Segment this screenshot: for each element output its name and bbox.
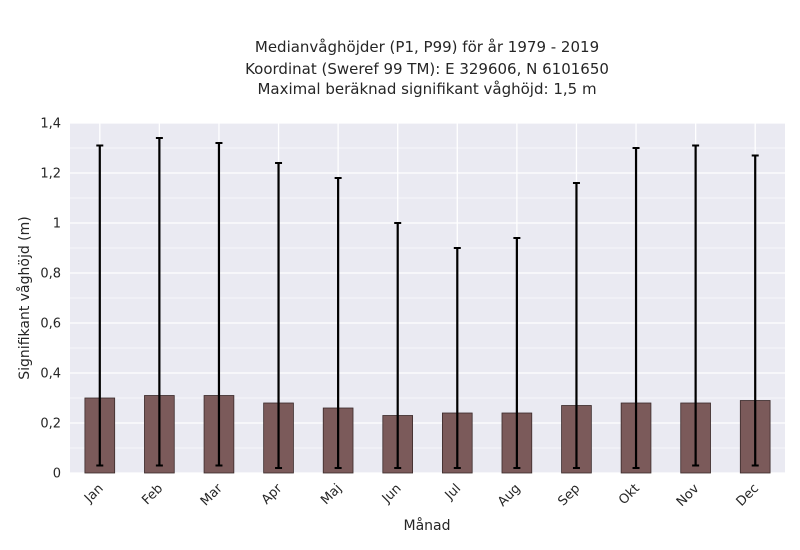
x-axis-label: Månad bbox=[404, 517, 451, 534]
x-tick-label-jan: Jan bbox=[81, 481, 106, 506]
x-tick-label-maj: Maj bbox=[318, 481, 345, 508]
y-tick-label: 0,8 bbox=[40, 267, 61, 282]
x-tick-label-jul: Jul bbox=[442, 481, 464, 503]
x-axis-ticks: Jan Feb Mar Apr Maj Jun Jul Aug Sep Okt Nov Dec bbox=[81, 481, 762, 510]
chart-title-line-3: Maximal beräknad signifikant våghöjd: 1,… bbox=[257, 80, 596, 98]
chart-title-line-1: Medianvåghöjder (P1, P99) för år 1979 - … bbox=[255, 38, 599, 56]
x-tick-label-nov: Nov bbox=[674, 481, 703, 510]
y-tick-label: 0 bbox=[53, 467, 61, 482]
y-axis-label: Signifikant våghöjd (m) bbox=[16, 216, 33, 379]
y-tick-label: 1 bbox=[53, 217, 61, 232]
chart-title: Medianvåghöjder (P1, P99) för år 1979 - … bbox=[245, 38, 609, 98]
y-tick-label: 1,2 bbox=[40, 167, 61, 182]
x-tick-label-dec: Dec bbox=[734, 481, 762, 509]
y-tick-label: 0,2 bbox=[40, 417, 61, 432]
x-tick-label-apr: Apr bbox=[259, 481, 286, 508]
y-tick-label: 0,6 bbox=[40, 317, 61, 332]
x-tick-label-okt: Okt bbox=[616, 481, 643, 508]
y-tick-label: 1,4 bbox=[40, 117, 61, 132]
x-tick-label-aug: Aug bbox=[495, 481, 524, 510]
x-tick-label-sep: Sep bbox=[555, 481, 583, 509]
x-tick-label-mar: Mar bbox=[198, 481, 226, 509]
x-tick-label-feb: Feb bbox=[139, 481, 166, 508]
x-tick-label-jun: Jun bbox=[379, 481, 405, 507]
error-bars bbox=[96, 137, 759, 469]
y-axis-ticks: 0 0,2 0,4 0,6 0,8 1 1,2 1,4 bbox=[40, 117, 61, 482]
y-tick-label: 0,4 bbox=[40, 367, 61, 382]
chart-title-line-2: Koordinat (Sweref 99 TM): E 329606, N 61… bbox=[245, 60, 609, 78]
